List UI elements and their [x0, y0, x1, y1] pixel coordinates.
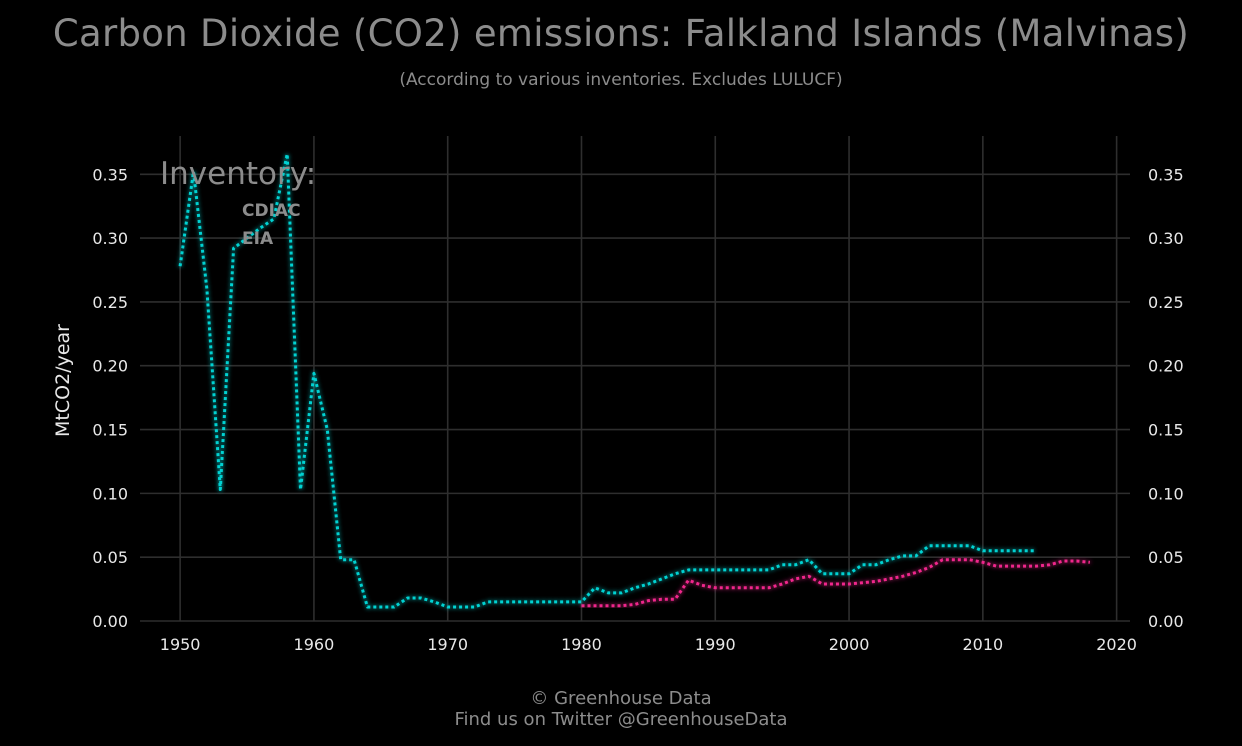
- y-tick-label-right: 0.15: [1148, 421, 1184, 440]
- series-lines: [178, 152, 1091, 609]
- y-tick-label-left: 0.10: [92, 484, 128, 503]
- chart-title: Carbon Dioxide (CO2) emissions: Falkland…: [52, 12, 1190, 55]
- x-tick-label: 1950: [160, 635, 201, 654]
- y-tick-label-right: 0.25: [1148, 293, 1184, 312]
- y-axis-label: MtCO2/year: [52, 324, 74, 437]
- footer-copyright: © Greenhouse Data: [530, 688, 712, 709]
- series-line-eia: [581, 558, 1091, 608]
- legend-title: Inventory:: [160, 156, 316, 192]
- y-tick-label-right: 0.00: [1148, 612, 1184, 631]
- chart-subtitle: (According to various inventories. Exclu…: [399, 70, 843, 90]
- y-tick-label-right: 0.10: [1148, 484, 1184, 503]
- y-tick-label-right: 0.20: [1148, 357, 1184, 376]
- footer-twitter: Find us on Twitter @GreenhouseData: [454, 709, 788, 730]
- y-tick-label-right: 0.30: [1148, 229, 1184, 248]
- x-tick-label: 2020: [1096, 635, 1137, 654]
- x-tick-label: 1980: [561, 635, 602, 654]
- legend-label-cdiac: CDIAC: [242, 201, 301, 221]
- y-tick-label-left: 0.05: [92, 548, 128, 567]
- legend: Inventory: CDIAC EIA: [160, 156, 316, 249]
- y-tick-label-left: 0.35: [92, 165, 128, 184]
- x-tick-label: 2010: [962, 635, 1003, 654]
- y-tick-label-left: 0.30: [92, 229, 128, 248]
- y-tick-label-left: 0.20: [92, 357, 128, 376]
- y-tick-label-right: 0.05: [1148, 548, 1184, 567]
- x-tick-label: 2000: [829, 635, 870, 654]
- y-tick-label-right: 0.35: [1148, 165, 1184, 184]
- x-tick-label: 1970: [427, 635, 468, 654]
- x-tick-label: 1990: [695, 635, 736, 654]
- legend-label-eia: EIA: [242, 229, 274, 249]
- x-tick-label: 1960: [294, 635, 335, 654]
- grid-lines: [140, 136, 1130, 622]
- series-line-cdiac: [178, 152, 1037, 609]
- y-tick-label-left: 0.00: [92, 612, 128, 631]
- axis-tick-labels: 1950 1960 1970 1980 1990 2000 2010 2020 0.00 0.00…: [52, 165, 1184, 654]
- y-tick-label-left: 0.25: [92, 293, 128, 312]
- y-tick-label-left: 0.15: [92, 421, 128, 440]
